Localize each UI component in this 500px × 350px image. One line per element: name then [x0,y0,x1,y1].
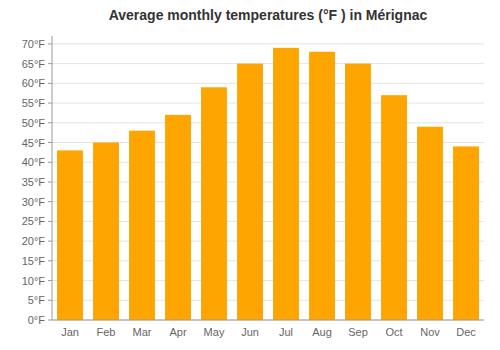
bar [309,52,335,320]
y-tick-label: 30°F [22,196,46,208]
y-tick [48,83,52,84]
bar [201,87,227,320]
y-tick [48,280,52,281]
y-tick-label: 60°F [22,77,46,89]
grid-line [52,43,484,44]
bar [165,115,191,320]
bars [57,48,479,320]
bar [345,64,371,320]
y-tick [48,221,52,222]
bar [273,48,299,320]
x-tick-label: Apr [169,326,186,338]
chart-svg: Average monthly temperatures (°F ) in Mé… [0,0,500,350]
y-tick-label: 35°F [22,176,46,188]
bar [93,143,119,321]
x-axis: Jan Feb Mar Apr May Jun Jul Aug Sep Oct Nov Dec [52,320,484,338]
y-tick-label: 0°F [28,314,46,326]
grid-line [52,63,484,64]
y-axis: 0°F 5°F 10°F 15°F 20°F 25°F 30°F 35°F 40°F 45°F 50… [22,36,52,326]
y-tick-label: 5°F [28,294,46,306]
grid-line [52,320,484,321]
grid [52,44,484,320]
y-tick-label: 50°F [22,117,46,129]
x-tick-label: Oct [385,326,402,338]
x-tick-label: Jan [61,326,79,338]
chart-container: Average monthly temperatures (°F ) in Mé… [0,0,500,350]
y-tick [48,43,52,44]
bar [129,131,155,320]
y-tick [48,201,52,202]
x-axis-line [52,320,484,321]
x-tick-label: Mar [133,326,152,338]
y-tick [48,260,52,261]
y-tick-label: 45°F [22,137,46,149]
x-tick-label: Nov [420,326,440,338]
grid-line [52,122,484,123]
y-tick [48,142,52,143]
chart-title: Average monthly temperatures (°F ) in Mé… [109,7,428,23]
y-tick-label: 25°F [22,215,46,227]
y-tick [48,300,52,301]
x-tick-label: May [204,326,225,338]
x-tick-label: Sep [348,326,368,338]
x-tick-label: Dec [456,326,476,338]
x-tick-label: Jul [279,326,293,338]
x-tick-label: Jun [241,326,259,338]
bar [417,127,443,320]
grid-line [52,103,484,104]
x-tick-label: Aug [312,326,332,338]
y-tick-label: 20°F [22,235,46,247]
y-axis-line [52,36,53,320]
y-tick [48,320,52,321]
bar [453,146,479,320]
y-tick-label: 15°F [22,255,46,267]
y-tick-label: 70°F [22,38,46,50]
y-tick [48,162,52,163]
x-tick-label: Feb [97,326,116,338]
y-tick-label: 10°F [22,275,46,287]
bar [381,95,407,320]
bar [237,64,263,320]
y-tick [48,241,52,242]
y-tick [48,63,52,64]
grid-line [52,83,484,84]
y-tick-label: 65°F [22,58,46,70]
y-tick-label: 40°F [22,156,46,168]
bar [57,150,83,320]
y-tick [48,122,52,123]
y-tick-label: 55°F [22,97,46,109]
y-tick [48,181,52,182]
y-tick [48,103,52,104]
